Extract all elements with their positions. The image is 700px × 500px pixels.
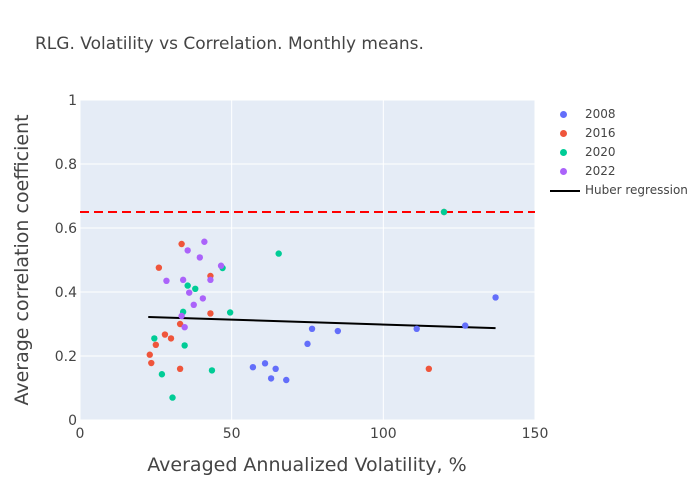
legend-item-regression[interactable]: Huber regression — [548, 181, 688, 200]
plot-background — [80, 100, 535, 420]
point-2020[interactable] — [440, 208, 448, 216]
point-2022[interactable] — [181, 324, 188, 331]
point-2020[interactable] — [208, 367, 216, 374]
legend-item-2008[interactable]: 2008 — [548, 105, 688, 124]
x-tick-labels: 0 50 100 150 — [76, 426, 549, 442]
point-2008[interactable] — [413, 325, 420, 332]
legend[interactable]: 2008 2016 2020 2022 Huber regression — [548, 105, 688, 200]
y-tick-label: 0.4 — [55, 285, 77, 301]
point-2016[interactable] — [148, 359, 155, 367]
x-tick-label: 50 — [223, 426, 241, 442]
point-2022[interactable] — [178, 312, 185, 320]
point-2022[interactable] — [179, 276, 187, 284]
point-2020[interactable] — [184, 282, 191, 289]
point-2020[interactable] — [181, 342, 188, 349]
legend-item-2020[interactable]: 2020 — [548, 143, 688, 162]
regression-line — [148, 315, 496, 330]
y-axis-label: Average correlation coefficient — [11, 114, 33, 405]
x-tick-label: 0 — [76, 426, 85, 442]
point-2016[interactable] — [176, 365, 184, 372]
point-2008[interactable] — [462, 322, 469, 329]
point-2020[interactable] — [151, 335, 158, 342]
point-2008[interactable] — [334, 327, 342, 335]
point-2020[interactable] — [275, 250, 282, 257]
data-points — [146, 208, 499, 401]
legend-label: 2016 — [585, 126, 616, 140]
point-2016[interactable] — [167, 335, 175, 342]
legend-marker-icon — [560, 111, 567, 118]
point-2022[interactable] — [186, 289, 193, 296]
point-2016[interactable] — [161, 331, 169, 338]
x-tick-label: 100 — [370, 426, 397, 442]
point-2016[interactable] — [152, 341, 160, 348]
point-2008[interactable] — [492, 294, 499, 301]
point-2020[interactable] — [226, 309, 234, 316]
point-2008[interactable] — [249, 364, 257, 371]
huber-regression-line — [148, 315, 496, 330]
legend-label: 2022 — [585, 164, 616, 178]
grid — [79, 99, 536, 421]
point-2016[interactable] — [155, 264, 163, 271]
y-tick-label: 0.8 — [55, 157, 77, 173]
point-2008[interactable] — [304, 340, 311, 348]
point-2020[interactable] — [192, 285, 199, 292]
point-2008[interactable] — [308, 325, 316, 332]
point-2022[interactable] — [217, 262, 225, 269]
point-2016[interactable] — [146, 351, 153, 358]
legend-item-2022[interactable]: 2022 — [548, 162, 688, 181]
point-2016[interactable] — [207, 310, 214, 317]
point-2020[interactable] — [158, 371, 166, 378]
legend-line-icon — [550, 190, 580, 192]
point-2016[interactable] — [425, 365, 433, 372]
y-tick-label: 1 — [68, 93, 77, 109]
point-2022[interactable] — [207, 276, 214, 284]
point-2022[interactable] — [184, 247, 191, 254]
x-tick-label: 150 — [522, 426, 549, 442]
x-axis-label: Averaged Annualized Volatility, % — [147, 454, 466, 476]
legend-label: 2020 — [585, 145, 616, 159]
legend-marker-icon — [560, 149, 567, 156]
point-2022[interactable] — [163, 277, 170, 284]
point-2022[interactable] — [201, 238, 208, 245]
legend-marker-icon — [560, 168, 567, 175]
point-2008[interactable] — [261, 360, 269, 367]
point-2008[interactable] — [272, 365, 279, 372]
legend-item-2016[interactable]: 2016 — [548, 124, 688, 143]
point-2008[interactable] — [267, 375, 275, 382]
legend-marker-icon — [560, 130, 567, 137]
legend-label: 2008 — [585, 107, 616, 121]
y-tick-label: 0.2 — [55, 349, 77, 365]
point-2008[interactable] — [283, 376, 290, 384]
y-tick-label: 0.6 — [55, 221, 77, 237]
y-tick-labels: 0 0.2 0.4 0.6 0.8 1 — [55, 93, 77, 429]
chart-title: RLG. Volatility vs Correlation. Monthly … — [35, 34, 424, 54]
point-2020[interactable] — [169, 394, 176, 401]
legend-label: Huber regression — [585, 183, 688, 197]
point-2016[interactable] — [176, 320, 184, 328]
y-tick-label: 0 — [68, 413, 77, 429]
point-2016[interactable] — [178, 240, 185, 248]
point-2022[interactable] — [199, 295, 207, 302]
point-2022[interactable] — [190, 301, 197, 308]
point-2022[interactable] — [196, 254, 204, 261]
